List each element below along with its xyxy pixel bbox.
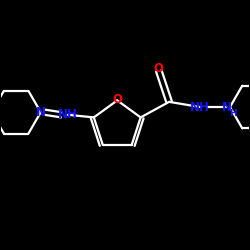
Text: O: O: [154, 62, 164, 75]
Text: NH: NH: [58, 108, 78, 121]
Text: O: O: [112, 92, 122, 106]
Text: NH: NH: [190, 100, 210, 114]
Text: N: N: [36, 106, 46, 119]
Text: N: N: [222, 100, 232, 114]
Text: H: H: [229, 109, 237, 118]
